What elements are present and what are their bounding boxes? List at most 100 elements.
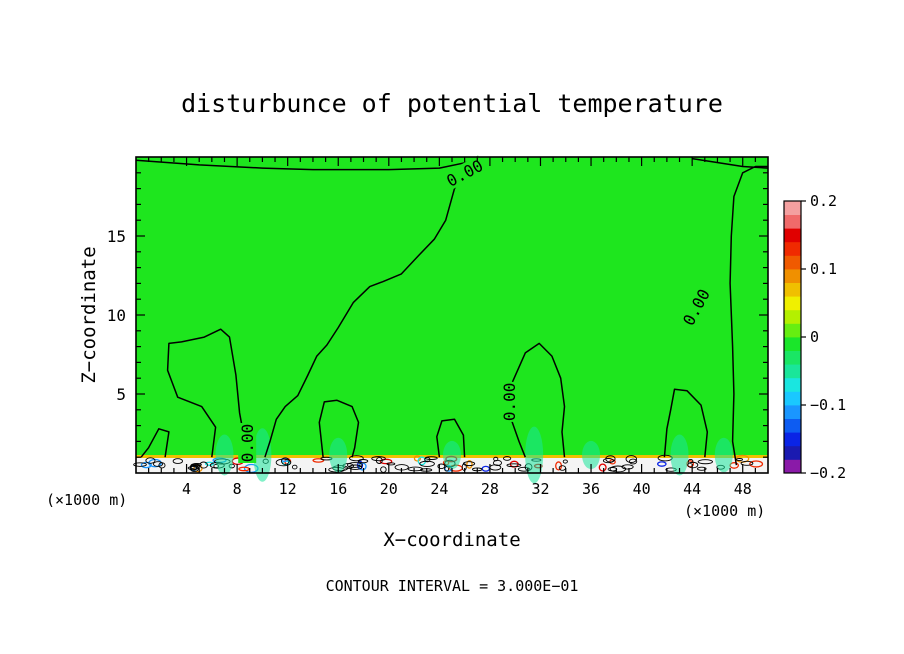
zero-contour <box>318 399 360 458</box>
surface-contour <box>696 466 707 471</box>
colorbar-swatch <box>784 241 801 256</box>
colorbar-tick-label: 0 <box>810 328 819 346</box>
contour-label-bg <box>442 155 487 191</box>
surface-contour <box>133 462 147 467</box>
surface-eddy <box>749 460 764 468</box>
zero-contour <box>663 388 709 458</box>
contour-label-text: 0.00 <box>500 383 519 422</box>
surface-contour <box>199 461 208 469</box>
x-tick-label: 32 <box>531 480 549 498</box>
colorbar-swatch <box>784 282 801 297</box>
zero-contour <box>729 165 768 466</box>
colorbar-swatch <box>784 364 801 379</box>
surface-eddy <box>312 458 325 463</box>
cool-plume <box>714 437 733 473</box>
zero-contour-lines <box>135 157 769 466</box>
colorbar-swatch <box>784 228 801 243</box>
colorbar-swatch <box>784 214 801 229</box>
x-tick-label: 28 <box>481 480 499 498</box>
x-tick-label: 4 <box>182 480 191 498</box>
surface-contour <box>346 462 363 468</box>
contour-label-bg <box>238 423 257 463</box>
surface-contour <box>386 462 396 466</box>
y-tick-label: 15 <box>107 227 126 246</box>
x-tick-label: 36 <box>582 480 600 498</box>
colorbar-swatch <box>784 269 801 283</box>
surface-contour <box>419 460 435 467</box>
x-tick-label: 44 <box>683 480 701 498</box>
surface-contour <box>605 455 616 463</box>
surface-contour <box>145 457 156 464</box>
x-tick-label: 12 <box>279 480 297 498</box>
surface-contour <box>349 455 364 462</box>
x-axis-label: X−coordinate <box>383 529 520 551</box>
cool-plume <box>253 428 272 482</box>
colorbar-swatch <box>784 405 801 419</box>
cool-plume <box>215 434 234 476</box>
surface-contour <box>562 459 568 464</box>
colorbar-tick-label: −0.2 <box>810 464 846 482</box>
surface-contour <box>424 456 431 463</box>
surface-contour <box>740 460 754 466</box>
contour-label-bg <box>499 381 518 422</box>
surface-contour <box>621 464 634 470</box>
colorbar-swatch <box>784 432 801 447</box>
colorbar-swatch <box>784 418 801 433</box>
contour-label-bg <box>678 285 714 329</box>
colorbar-swatch <box>784 337 801 351</box>
zero-contour <box>264 169 468 458</box>
x-tick-label: 8 <box>233 480 242 498</box>
zero-contour <box>135 159 478 171</box>
colorbar-swatch <box>784 255 801 270</box>
colorbar: 0.2 0.1 0 −0.1 −0.2 <box>783 192 846 482</box>
x-unit-label-right: (×1000 m) <box>684 502 765 520</box>
surface-contour <box>697 459 713 465</box>
zero-contour <box>692 157 769 169</box>
colorbar-tick-label: −0.1 <box>810 396 846 414</box>
surface-contour <box>502 456 512 461</box>
colorbar-swatch <box>784 201 801 215</box>
surface-contour <box>348 464 363 470</box>
colorbar-swatch <box>784 459 801 474</box>
surface-contour <box>609 465 627 473</box>
surface-eddy <box>656 461 667 467</box>
cool-plume <box>329 437 348 473</box>
contour-label: 0.00 <box>499 381 519 422</box>
colorbar-swatch <box>784 296 801 311</box>
x-unit-label-left: (×1000 m) <box>46 491 127 509</box>
zero-contour <box>509 342 566 458</box>
plot-area <box>133 157 768 484</box>
colorbar-tick-label: 0.2 <box>810 192 837 210</box>
surface-eddy <box>379 458 393 465</box>
colorbar-tick-label: 0.1 <box>810 260 837 278</box>
colorbar-swatch <box>784 309 801 324</box>
zero-contour <box>166 328 251 458</box>
surface-contour <box>602 458 614 464</box>
colorbar-swatch <box>784 350 801 365</box>
colorbar-swatch <box>784 391 801 406</box>
cool-plume <box>670 434 689 476</box>
surface-contour <box>736 458 744 461</box>
surface-contour <box>275 458 292 467</box>
surface-contour <box>628 458 638 465</box>
x-tick-label: 20 <box>380 480 398 498</box>
contour-interval-note: CONTOUR INTERVAL = 3.000E−01 <box>326 577 579 595</box>
contour-label: 0.00 <box>238 423 257 463</box>
zero-contour <box>140 428 170 458</box>
chart-title: disturbunce of potential temperature <box>181 89 723 118</box>
y-tick-label: 10 <box>107 306 126 325</box>
surface-contour <box>492 459 502 466</box>
x-tick-label: 16 <box>329 480 347 498</box>
surface-contour <box>506 463 522 468</box>
surface-contour <box>281 457 290 465</box>
surface-contour <box>291 464 298 470</box>
surface-eddy <box>204 461 215 466</box>
zero-contour <box>436 418 466 458</box>
surface-contour <box>152 461 164 467</box>
x-tick-label: 40 <box>633 480 651 498</box>
cool-plume <box>525 426 544 484</box>
surface-contour <box>192 462 202 467</box>
cool-plume <box>582 440 601 470</box>
